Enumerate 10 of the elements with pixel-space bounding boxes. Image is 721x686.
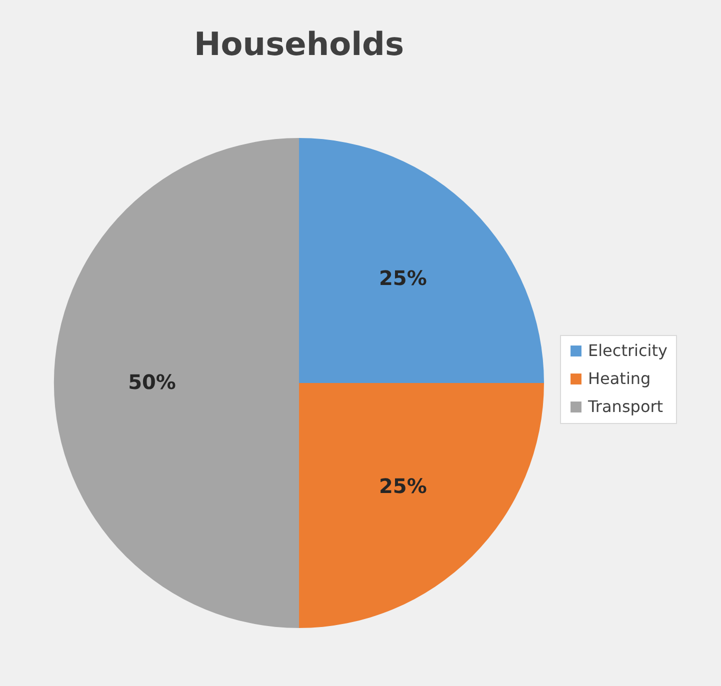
data-label: 50% [128,370,176,394]
pie-slice [299,383,544,628]
pie-slice [54,138,299,628]
legend-label: Electricity [588,341,668,360]
data-label: 25% [379,266,427,290]
data-label: 25% [379,474,427,498]
pie-slice [299,138,544,383]
chart-title: Households [194,25,404,63]
legend-label: Heating [588,369,651,388]
legend-label: Transport [587,397,664,416]
